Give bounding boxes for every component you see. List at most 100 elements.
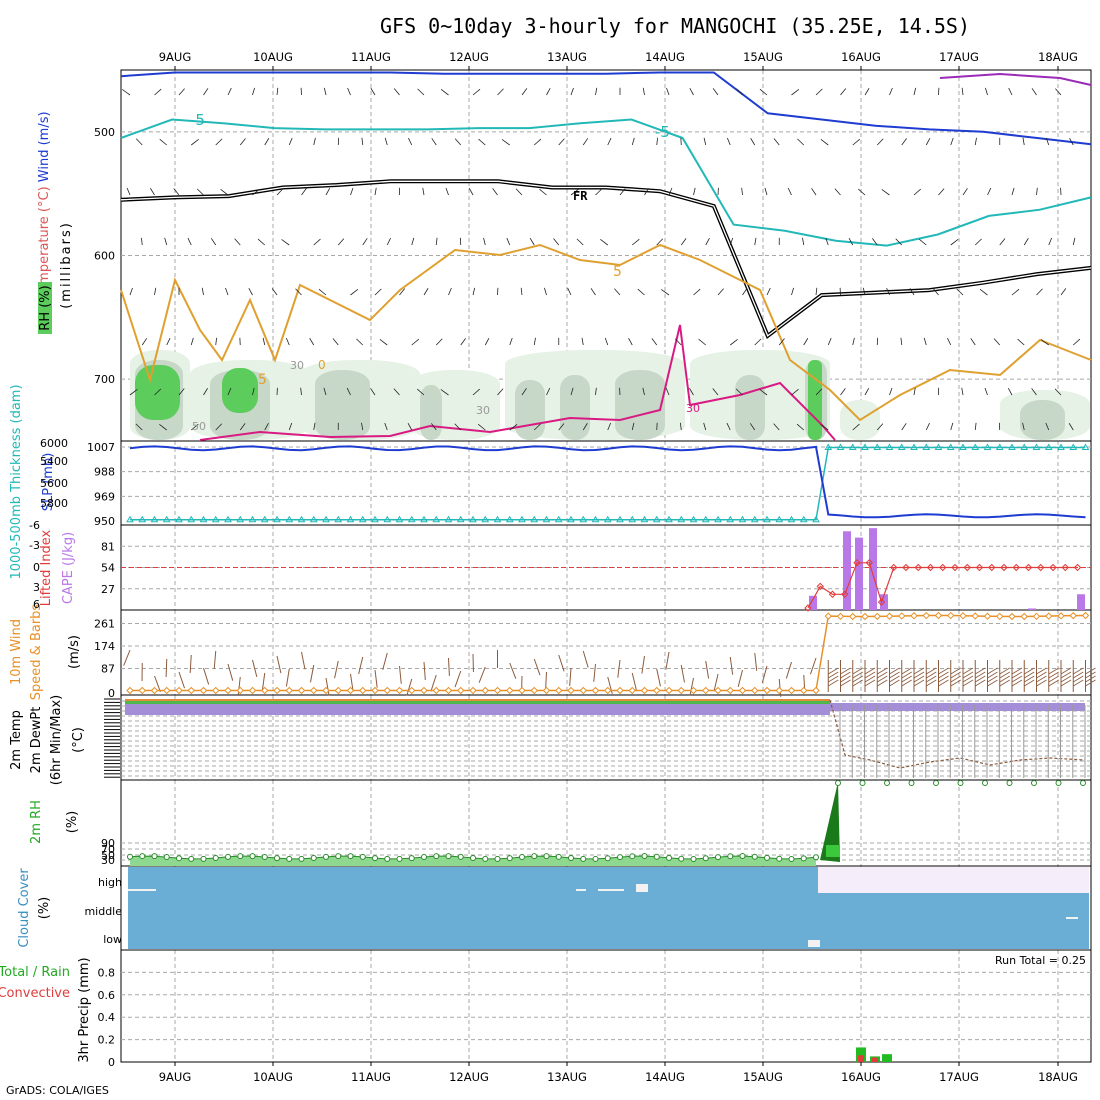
thickness-marker: [334, 515, 343, 523]
wind-barb: [393, 388, 400, 396]
thickness-marker: [971, 443, 980, 451]
date-axis-bottom: 9AUG 10AUG 11AUG 12AUG 13AUG 14AUG 15AUG 16AUG 1…: [159, 1070, 1078, 1084]
date-label-bottom: 16AUG: [841, 1070, 881, 1084]
thickness-marker: [652, 515, 661, 523]
wind-barb: [497, 388, 504, 396]
wind-barb: [178, 388, 185, 396]
wind-barb: [1031, 88, 1037, 96]
wind-barb: [347, 87, 351, 96]
rh2m-marker: [200, 855, 207, 862]
thickness-marker: [383, 515, 392, 523]
rh-shading: [315, 370, 370, 440]
wind-barb: [840, 388, 846, 396]
wind10-barb-flag: [852, 679, 863, 687]
wind-barb: [533, 423, 541, 431]
thickness-marker: [1032, 443, 1041, 451]
wind-barb: [729, 237, 734, 246]
wind-barb: [712, 388, 719, 396]
li-marker: [902, 563, 910, 572]
thickness-tick-label: 5800: [40, 497, 68, 510]
wind10-barb: [689, 677, 694, 696]
thickness-marker: [224, 515, 232, 523]
wind-barb: [350, 187, 354, 196]
wind10-speed-marker: [665, 686, 673, 695]
wind-barb: [607, 137, 612, 146]
thickness-marker: [714, 515, 722, 523]
wind10-barb-flag: [1048, 671, 1059, 679]
wind10-barb-flag: [987, 679, 998, 687]
wind10-speed-marker: [444, 686, 453, 695]
rh2m-marker: [531, 853, 538, 860]
wind-barb: [1068, 423, 1074, 431]
li-marker: [975, 563, 984, 572]
wind-barb: [411, 237, 415, 246]
precip-total-bar: [856, 1047, 866, 1062]
wind-barb: [778, 338, 785, 346]
li-marker: [804, 604, 812, 612]
wind-barb: [834, 188, 841, 196]
rh2m-marker: [739, 853, 746, 860]
rh2m-marker-late: [884, 780, 890, 786]
wind10-speed-marker: [836, 612, 845, 621]
wind10-barb-flag: [999, 679, 1010, 687]
wind-barb: [215, 423, 223, 431]
rh2m-marker: [543, 853, 550, 860]
wind10-barb-flag: [1073, 667, 1084, 675]
wind10-barb-flag: [1036, 667, 1047, 675]
wind-barb: [1045, 137, 1050, 146]
wind-barb: [533, 138, 542, 146]
wind-barb: [478, 138, 486, 146]
wind-barb: [852, 138, 861, 146]
date-label-bottom: 10AUG: [253, 1070, 293, 1084]
wind-barb: [766, 287, 771, 296]
wind-barb: [150, 188, 155, 196]
date-label-bottom: 15AUG: [743, 1070, 783, 1084]
wind-barb: [252, 387, 255, 396]
wind10-speed-marker: [763, 686, 771, 695]
wind10-barb-flag: [999, 675, 1010, 683]
wind10-barb-flag: [1060, 679, 1072, 687]
wind-barb: [135, 138, 143, 146]
thickness-marker: [897, 443, 906, 451]
rh2m-marker: [764, 854, 770, 861]
rh2m-marker: [580, 855, 587, 862]
wind-barb: [1054, 388, 1062, 396]
rh-shading: [420, 385, 442, 440]
wind-barb: [173, 188, 180, 196]
thickness-marker: [1020, 443, 1029, 451]
wind10-barb: [631, 672, 637, 691]
wind-barb: [350, 289, 359, 296]
precip-convective-label: Convective: [0, 986, 70, 1001]
thickness-marker: [1044, 443, 1053, 451]
wind10-speed-marker: [322, 686, 330, 695]
precip-convective-bar: [872, 1057, 878, 1062]
wind-barb: [271, 288, 278, 296]
thickness-marker: [787, 515, 796, 523]
wind10-speed-marker: [1020, 612, 1028, 621]
thickness-marker: [138, 515, 147, 523]
thickness-marker: [554, 515, 563, 523]
wind10-speed-marker: [1032, 612, 1041, 621]
wind-barb: [750, 138, 756, 146]
wind10-barb-flag: [1036, 679, 1047, 687]
wind-barb: [1022, 137, 1025, 146]
wind-barb: [122, 89, 131, 96]
date-axis-top: 9AUG 10AUG 11AUG 12AUG 13AUG 14AUG 15AUG 16AUG 1…: [159, 50, 1078, 64]
wind-barb: [950, 239, 959, 246]
wind10-barb-flag: [926, 675, 937, 683]
wind10-barb-flag: [926, 667, 937, 675]
wind-barb: [703, 137, 707, 146]
rh2m-marker: [139, 853, 146, 860]
wind-barb: [811, 188, 817, 196]
wind-barb: [876, 423, 884, 431]
wind-barb: [533, 337, 536, 346]
thickness-marker: [493, 515, 502, 523]
pressure-tick-label: 500: [94, 126, 115, 139]
wind10-barb-flag: [1060, 675, 1072, 683]
wind-barb: [848, 237, 854, 246]
wind10-speed-marker: [787, 686, 796, 695]
thickness-marker: [591, 515, 600, 523]
cloud-side-labels: Cloud Cover (%): [17, 868, 52, 948]
wind10-speed-marker: [273, 686, 281, 695]
cloud-level-middle: middle: [84, 905, 122, 918]
